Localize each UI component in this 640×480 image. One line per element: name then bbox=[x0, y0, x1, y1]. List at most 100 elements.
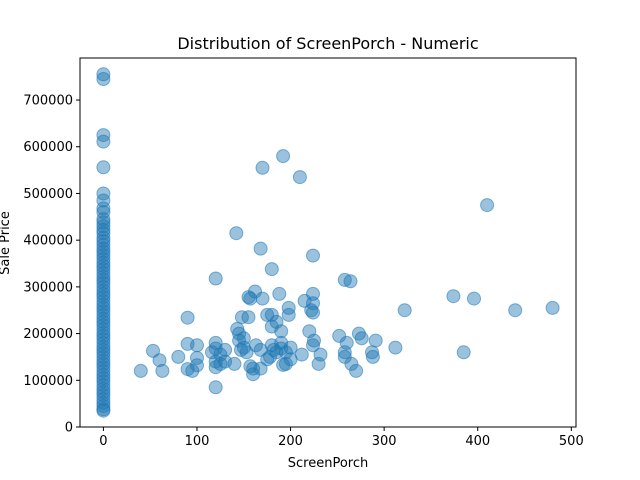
data-point bbox=[180, 310, 195, 325]
x-tick-label: 100 bbox=[185, 434, 210, 449]
data-point bbox=[344, 356, 359, 371]
data-point bbox=[133, 363, 148, 378]
data-point bbox=[96, 290, 111, 305]
data-point bbox=[190, 350, 204, 365]
data-point bbox=[96, 318, 111, 333]
data-point bbox=[208, 335, 223, 350]
data-point bbox=[96, 160, 111, 175]
data-point bbox=[343, 274, 358, 289]
data-point bbox=[365, 349, 380, 364]
data-point bbox=[227, 356, 242, 371]
data-point bbox=[96, 332, 111, 347]
x-tick-label: 400 bbox=[465, 434, 490, 449]
y-tick-label: 200000 bbox=[23, 327, 73, 342]
data-point bbox=[388, 340, 403, 355]
data-point bbox=[96, 388, 111, 403]
y-tick-label: 500000 bbox=[23, 187, 73, 202]
x-tick-label: 300 bbox=[372, 434, 397, 449]
data-point bbox=[274, 324, 289, 339]
data-point bbox=[456, 345, 471, 360]
data-point bbox=[264, 262, 279, 277]
data-point bbox=[96, 234, 111, 249]
data-point bbox=[96, 248, 111, 263]
data-point bbox=[339, 335, 354, 350]
data-point bbox=[96, 346, 111, 361]
data-point bbox=[185, 363, 200, 378]
y-tick-label: 0 bbox=[65, 421, 73, 436]
data-point bbox=[208, 271, 223, 286]
data-point bbox=[96, 399, 111, 413]
data-point bbox=[239, 345, 254, 360]
data-point bbox=[229, 226, 244, 241]
data-point bbox=[96, 363, 111, 378]
data-point bbox=[313, 347, 328, 362]
data-point bbox=[292, 170, 307, 185]
data-point bbox=[96, 403, 111, 418]
data-point bbox=[152, 353, 167, 368]
y-tick-label: 400000 bbox=[23, 234, 73, 249]
data-point bbox=[96, 276, 111, 291]
y-tick-label: 100000 bbox=[23, 374, 73, 389]
data-point bbox=[276, 149, 291, 164]
data-point bbox=[255, 291, 270, 306]
x-axis-label: ScreenPorch bbox=[288, 456, 368, 471]
data-point bbox=[96, 201, 111, 216]
data-point bbox=[96, 67, 111, 82]
data-point bbox=[241, 310, 256, 325]
y-axis-ticks: 0 100000 200000 300000 400000 500000 600000 700… bbox=[23, 94, 80, 436]
data-point bbox=[218, 342, 233, 357]
x-tick-label: 0 bbox=[99, 434, 107, 449]
data-point bbox=[349, 363, 364, 378]
data-point bbox=[253, 241, 268, 256]
data-point bbox=[306, 296, 320, 311]
data-point bbox=[306, 338, 320, 353]
data-point bbox=[96, 251, 111, 266]
data-point bbox=[208, 380, 223, 395]
data-point bbox=[190, 358, 204, 373]
x-tick-label: 500 bbox=[559, 434, 584, 449]
data-point bbox=[306, 248, 320, 263]
data-point bbox=[96, 215, 111, 230]
data-point bbox=[96, 193, 111, 208]
data-point bbox=[190, 338, 204, 353]
data-point bbox=[248, 284, 262, 299]
data-point bbox=[246, 367, 261, 382]
data-point bbox=[264, 307, 279, 322]
data-point bbox=[480, 198, 495, 213]
data-point bbox=[281, 300, 296, 315]
y-tick-label: 700000 bbox=[23, 94, 73, 109]
data-point bbox=[307, 333, 321, 348]
y-tick-label: 600000 bbox=[23, 140, 73, 155]
x-axis-ticks: 0 100 200 300 400 500 bbox=[99, 427, 584, 449]
data-point bbox=[96, 134, 111, 149]
data-point bbox=[446, 289, 461, 304]
data-point bbox=[508, 303, 523, 318]
data-point bbox=[255, 160, 270, 175]
data-point bbox=[96, 222, 111, 237]
data-point bbox=[96, 72, 111, 86]
data-point bbox=[283, 340, 298, 355]
data-point bbox=[96, 304, 111, 319]
data-point bbox=[294, 347, 309, 362]
y-tick-label: 300000 bbox=[23, 280, 73, 295]
data-point bbox=[272, 286, 287, 301]
data-point bbox=[96, 262, 111, 277]
data-point bbox=[96, 226, 111, 241]
y-axis-label: Sale Price bbox=[0, 211, 13, 275]
data-point bbox=[155, 363, 170, 378]
data-point bbox=[545, 300, 560, 315]
x-tick-label: 200 bbox=[278, 434, 303, 449]
data-points bbox=[96, 67, 560, 418]
data-point bbox=[467, 291, 481, 306]
chart-title: Distribution of ScreenPorch - Numeric bbox=[177, 34, 478, 53]
data-point bbox=[354, 331, 369, 346]
data-point bbox=[171, 349, 186, 364]
plot-frame bbox=[79, 57, 577, 428]
data-point bbox=[246, 361, 261, 376]
data-point bbox=[96, 212, 111, 227]
data-point bbox=[96, 374, 111, 389]
data-point bbox=[397, 303, 412, 318]
data-point bbox=[96, 360, 111, 375]
